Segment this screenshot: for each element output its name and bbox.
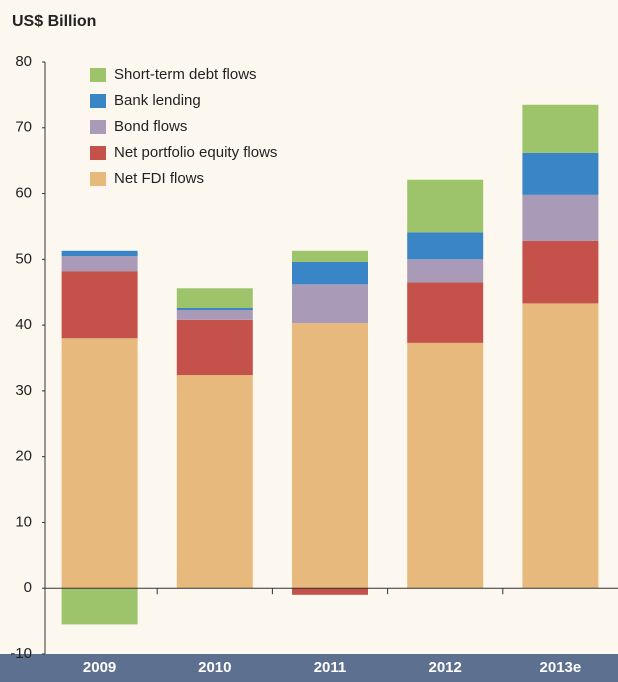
legend-label: Short-term debt flows xyxy=(114,66,257,83)
bar-segment xyxy=(522,152,599,195)
legend-label: Net FDI flows xyxy=(114,170,204,187)
bar-segment xyxy=(407,259,484,283)
bar-segment xyxy=(292,323,368,589)
bar-segment xyxy=(292,261,368,285)
legend-swatch xyxy=(90,94,106,108)
legend-swatch xyxy=(90,68,106,82)
bar-segment xyxy=(292,284,368,324)
bar-segment xyxy=(61,588,138,625)
bar-segment xyxy=(292,250,368,262)
legend-swatch xyxy=(90,120,106,134)
bar-segment xyxy=(176,319,253,376)
bar-segment xyxy=(61,338,138,589)
legend-swatch xyxy=(90,172,106,186)
y-tick-label: 30 xyxy=(15,382,32,399)
y-tick-label: 20 xyxy=(15,448,32,465)
bar-segment xyxy=(522,303,599,589)
bar-segment xyxy=(61,256,138,272)
bar-segment xyxy=(292,588,368,595)
y-axis-title: US$ Billion xyxy=(12,13,96,30)
y-tick-label: 50 xyxy=(15,250,32,267)
bar-segment xyxy=(407,282,484,343)
y-tick-label: 0 xyxy=(24,579,32,596)
bar-segment xyxy=(407,179,484,233)
bar-segment xyxy=(176,308,253,310)
bar-segment xyxy=(176,375,253,589)
x-tick-label: 2011 xyxy=(314,659,347,676)
legend-label: Net portfolio equity flows xyxy=(114,144,277,161)
y-tick-label: 70 xyxy=(15,119,32,136)
y-tick-label: 10 xyxy=(15,513,32,530)
y-tick-label: 40 xyxy=(15,316,32,333)
bar-segment xyxy=(61,271,138,339)
bar-segment xyxy=(522,240,599,304)
bar-segment xyxy=(61,250,138,257)
bar-segment xyxy=(407,342,484,589)
bar-segment xyxy=(176,288,253,309)
x-axis-band xyxy=(0,654,618,682)
y-tick-label: -10 xyxy=(10,645,32,662)
y-tick-label: 80 xyxy=(15,53,32,70)
legend-swatch xyxy=(90,146,106,160)
y-tick-label: 60 xyxy=(15,185,32,202)
bar-segment xyxy=(407,232,484,260)
x-tick-label: 2012 xyxy=(429,659,462,676)
bar-segment xyxy=(176,309,253,320)
legend-label: Bond flows xyxy=(114,118,187,135)
x-tick-label: 2009 xyxy=(83,659,116,676)
legend-label: Bank lending xyxy=(114,92,201,109)
bar-segment xyxy=(522,194,599,241)
bar-segment xyxy=(522,104,599,153)
x-tick-label: 2013e xyxy=(540,659,582,676)
x-tick-label: 2010 xyxy=(198,659,231,676)
